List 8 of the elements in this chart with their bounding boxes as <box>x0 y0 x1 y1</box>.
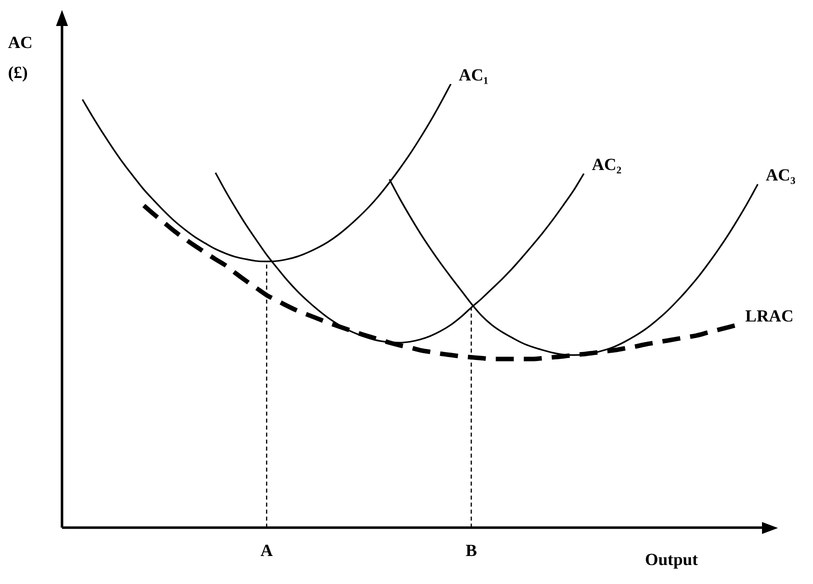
series-label: AC₂ <box>592 155 622 174</box>
x-tick-label: B <box>466 541 477 560</box>
series-label: LRAC <box>745 306 794 326</box>
x-axis-title: Output <box>645 550 698 570</box>
series-label: AC₃ <box>766 166 796 185</box>
series-label: AC₁ <box>458 65 488 84</box>
y-axis-title: AC (£) <box>8 32 34 84</box>
x-tick-label: A <box>260 541 274 560</box>
